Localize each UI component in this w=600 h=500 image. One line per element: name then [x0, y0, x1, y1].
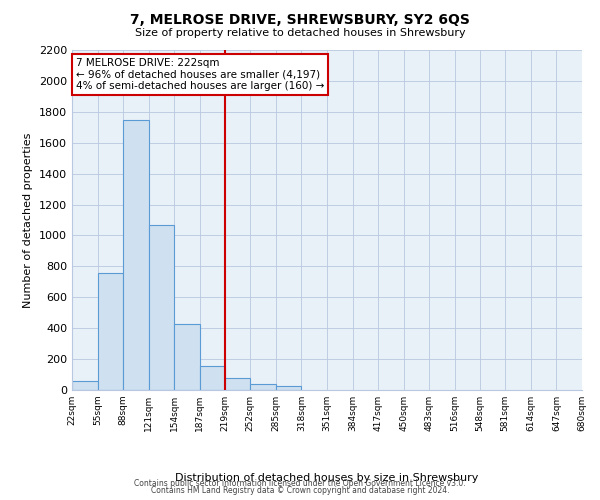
X-axis label: Distribution of detached houses by size in Shrewsbury: Distribution of detached houses by size …	[175, 473, 479, 483]
Bar	[98, 272, 123, 390]
Bar	[72, 380, 98, 390]
Bar	[200, 366, 224, 390]
Bar	[149, 224, 175, 390]
Text: Contains HM Land Registry data © Crown copyright and database right 2024.: Contains HM Land Registry data © Crown c…	[151, 486, 449, 495]
Bar	[224, 378, 250, 390]
Text: Contains public sector information licensed under the Open Government Licence v3: Contains public sector information licen…	[134, 478, 466, 488]
Bar	[250, 384, 276, 390]
Bar	[123, 120, 149, 390]
Text: 7, MELROSE DRIVE, SHREWSBURY, SY2 6QS: 7, MELROSE DRIVE, SHREWSBURY, SY2 6QS	[130, 12, 470, 26]
Text: Size of property relative to detached houses in Shrewsbury: Size of property relative to detached ho…	[134, 28, 466, 38]
Text: 7 MELROSE DRIVE: 222sqm
← 96% of detached houses are smaller (4,197)
4% of semi-: 7 MELROSE DRIVE: 222sqm ← 96% of detache…	[76, 58, 324, 91]
Bar	[175, 324, 200, 390]
Y-axis label: Number of detached properties: Number of detached properties	[23, 132, 34, 308]
Bar	[276, 386, 301, 390]
